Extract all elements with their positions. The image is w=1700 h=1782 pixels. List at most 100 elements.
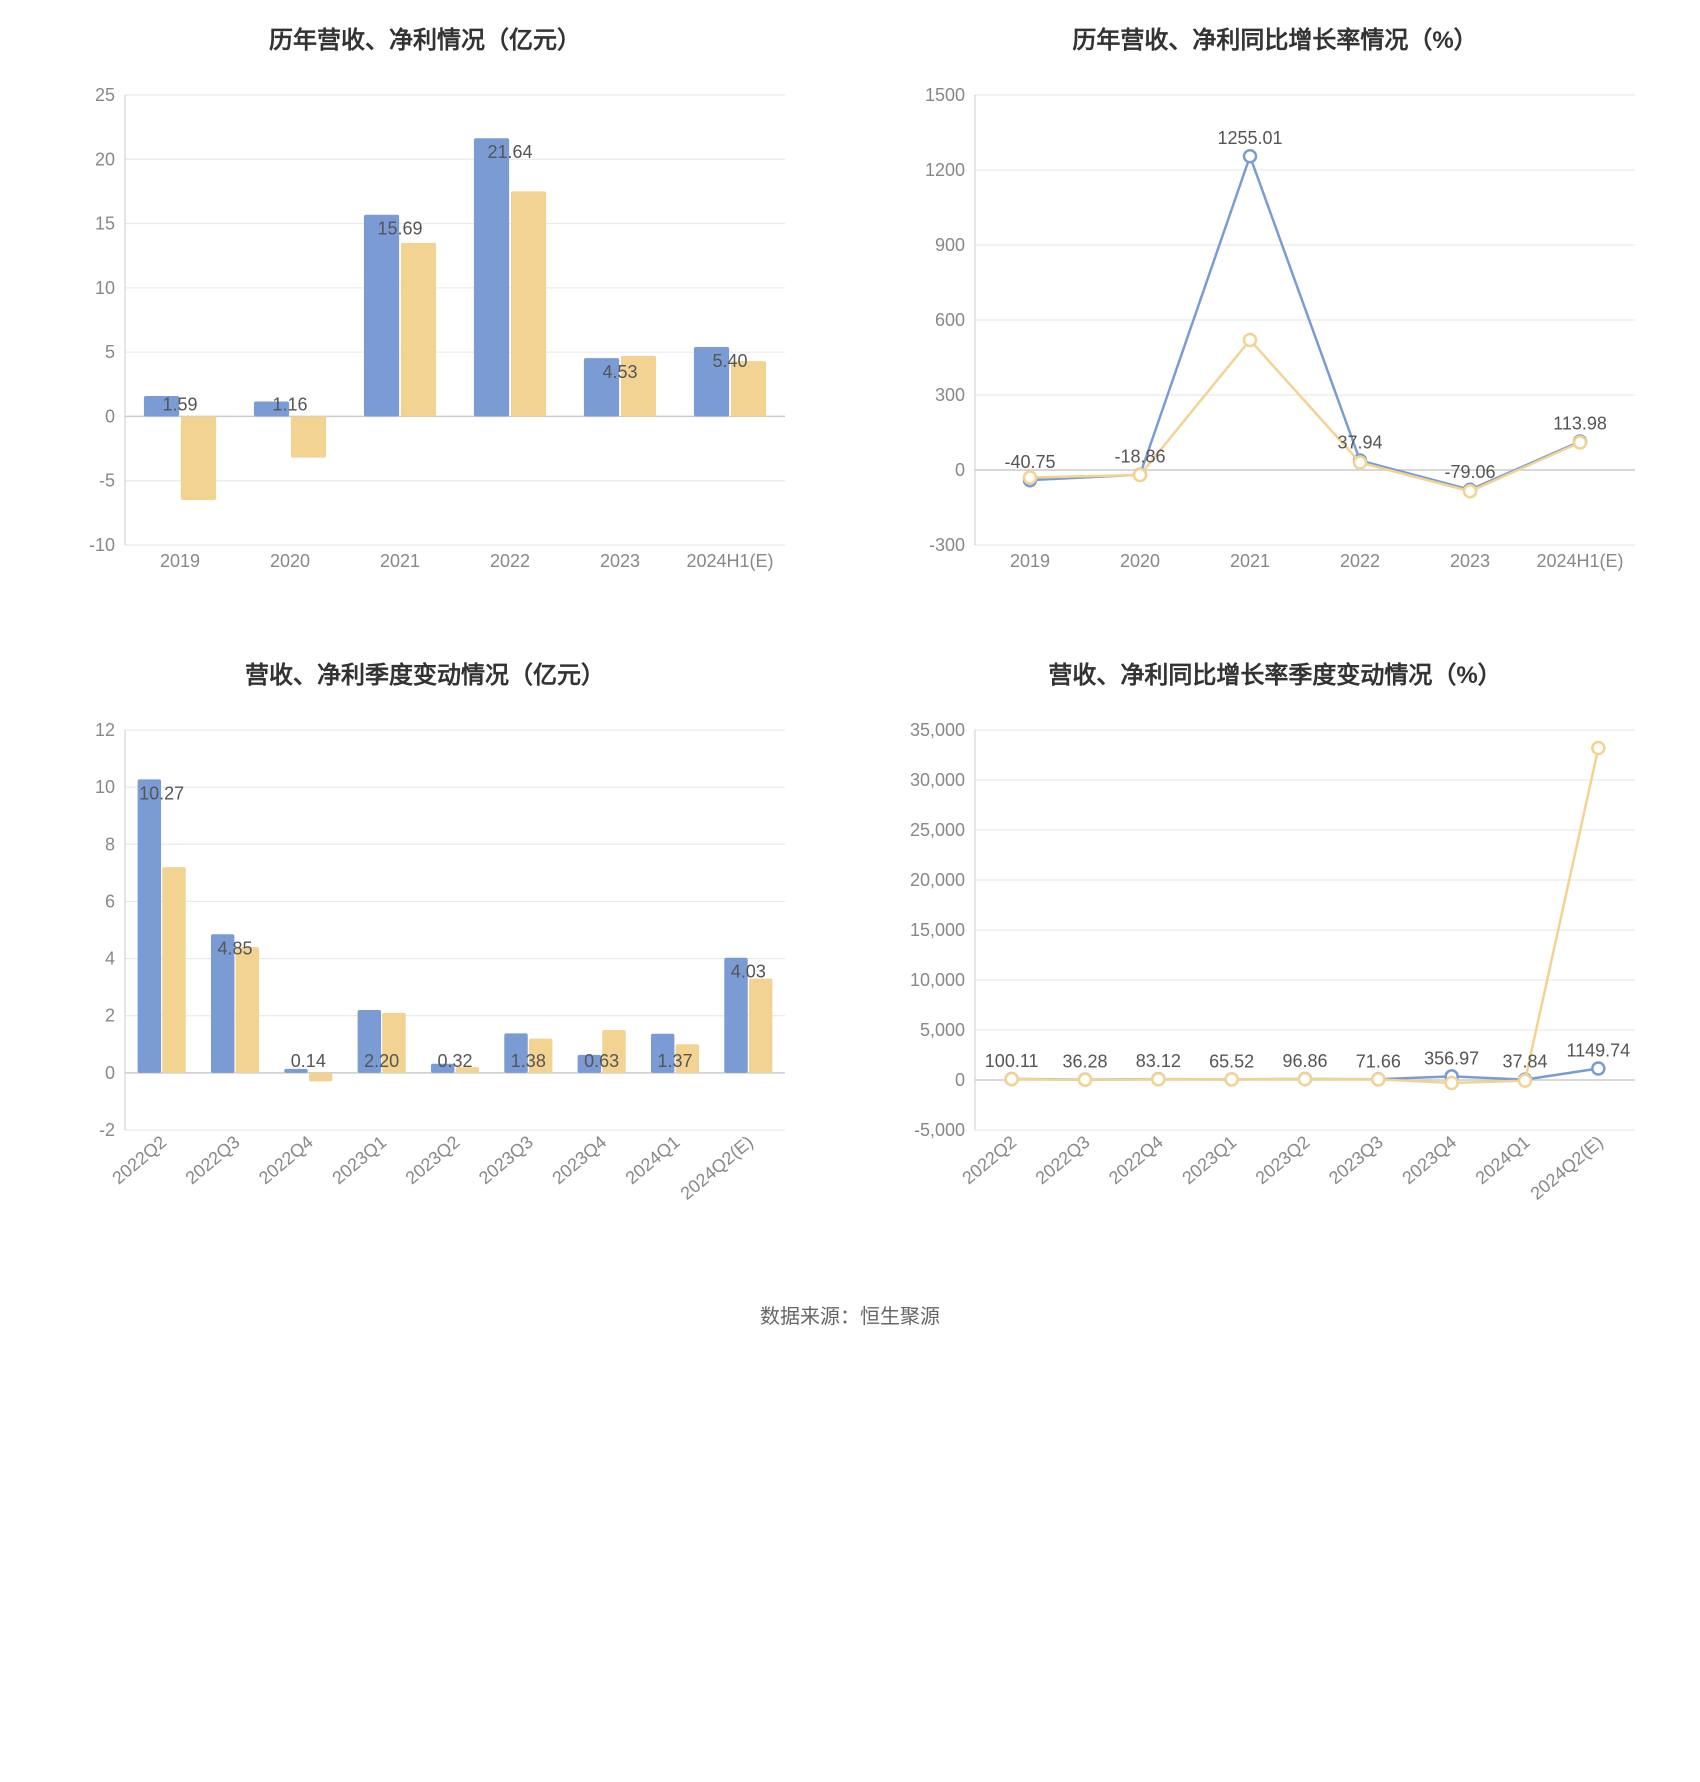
svg-text:100.11: 100.11 <box>985 1051 1039 1071</box>
svg-text:2023Q4: 2023Q4 <box>548 1132 610 1188</box>
svg-text:-5: -5 <box>99 471 115 491</box>
svg-text:2023Q2: 2023Q2 <box>402 1132 464 1188</box>
svg-text:2022Q2: 2022Q2 <box>958 1132 1020 1188</box>
chart-title: 营收、净利同比增长率季度变动情况（%） <box>1048 655 1501 690</box>
svg-text:0.32: 0.32 <box>437 1051 472 1071</box>
svg-text:0: 0 <box>955 460 965 480</box>
chart-grid: 历年营收、净利情况（亿元） -10-5051015202520192020202… <box>20 20 1680 1260</box>
svg-text:71.66: 71.66 <box>1356 1051 1401 1071</box>
svg-text:1500: 1500 <box>925 85 965 105</box>
svg-text:2.20: 2.20 <box>364 1051 399 1071</box>
chart-area: -20246810122022Q22022Q32022Q42023Q12023Q… <box>45 710 805 1230</box>
chart-title: 营收、净利季度变动情况（亿元） <box>245 655 605 690</box>
svg-text:-40.75: -40.75 <box>1004 452 1055 472</box>
svg-text:2022Q3: 2022Q3 <box>1032 1132 1094 1188</box>
svg-text:2022Q4: 2022Q4 <box>1105 1132 1167 1188</box>
svg-text:1.37: 1.37 <box>657 1051 692 1071</box>
chart-title: 历年营收、净利同比增长率情况（%） <box>1072 20 1477 55</box>
svg-text:0.63: 0.63 <box>584 1051 619 1071</box>
chart-panel-tr: 历年营收、净利同比增长率情况（%） -300 0 300 600 900 1200 1500… <box>870 20 1680 625</box>
svg-text:2023Q2: 2023Q2 <box>1252 1132 1314 1188</box>
svg-text:15: 15 <box>95 214 115 234</box>
svg-text:-18.86: -18.86 <box>1114 447 1165 467</box>
chart-panel-br: 营收、净利同比增长率季度变动情况（%） -5,00005,00010,00015… <box>870 655 1680 1260</box>
svg-text:-300: -300 <box>929 535 965 555</box>
svg-text:-10: -10 <box>89 535 115 555</box>
svg-text:2024Q1: 2024Q1 <box>622 1132 684 1188</box>
svg-text:1200: 1200 <box>925 160 965 180</box>
svg-text:4.85: 4.85 <box>217 938 252 958</box>
svg-text:2023: 2023 <box>1450 551 1490 571</box>
svg-text:2024H1(E): 2024H1(E) <box>686 551 773 571</box>
svg-text:37.84: 37.84 <box>1502 1052 1547 1072</box>
svg-text:2021: 2021 <box>1230 551 1270 571</box>
svg-text:8: 8 <box>105 834 115 854</box>
svg-text:30,000: 30,000 <box>910 770 965 790</box>
svg-text:25: 25 <box>95 85 115 105</box>
svg-text:83.12: 83.12 <box>1136 1051 1181 1071</box>
chart-panel-tl: 历年营收、净利情况（亿元） -10 -5 0 5 10 15 20 25 2019 2020 202… <box>20 20 830 625</box>
svg-text:10: 10 <box>95 777 115 797</box>
svg-text:600: 600 <box>935 310 965 330</box>
svg-text:2020: 2020 <box>270 551 310 571</box>
svg-text:-2: -2 <box>99 1120 115 1140</box>
svg-text:0: 0 <box>105 1063 115 1083</box>
svg-text:20: 20 <box>95 149 115 169</box>
svg-text:10: 10 <box>95 278 115 298</box>
svg-text:2023: 2023 <box>600 551 640 571</box>
chart-title: 历年营收、净利情况（亿元） <box>269 20 581 55</box>
svg-text:6: 6 <box>105 891 115 911</box>
svg-text:900: 900 <box>935 235 965 255</box>
svg-text:2023Q1: 2023Q1 <box>328 1132 390 1188</box>
svg-text:2022Q2: 2022Q2 <box>108 1132 170 1188</box>
svg-text:4.53: 4.53 <box>602 362 637 382</box>
svg-text:2023Q4: 2023Q4 <box>1398 1132 1460 1188</box>
svg-text:4.03: 4.03 <box>731 962 766 982</box>
svg-text:4: 4 <box>105 949 115 969</box>
svg-text:5,000: 5,000 <box>920 1020 965 1040</box>
svg-text:0: 0 <box>955 1070 965 1090</box>
svg-text:113.98: 113.98 <box>1553 414 1607 434</box>
svg-text:35,000: 35,000 <box>910 720 965 740</box>
svg-text:2020: 2020 <box>1120 551 1160 571</box>
svg-text:2019: 2019 <box>1010 551 1050 571</box>
chart-area: -300 0 300 600 900 1200 1500 2019 2020 2021 2022 20… <box>895 75 1655 595</box>
svg-text:15,000: 15,000 <box>910 920 965 940</box>
svg-text:2024H1(E): 2024H1(E) <box>1536 551 1623 571</box>
svg-text:15.69: 15.69 <box>377 219 422 239</box>
svg-text:2024Q2(E): 2024Q2(E) <box>677 1132 757 1204</box>
chart-panel-bl: 营收、净利季度变动情况（亿元） -20246810122022Q22022Q32… <box>20 655 830 1260</box>
svg-text:2022Q3: 2022Q3 <box>182 1132 244 1188</box>
svg-text:10.27: 10.27 <box>139 783 184 803</box>
svg-text:5: 5 <box>105 342 115 362</box>
svg-text:37.94: 37.94 <box>1337 433 1382 453</box>
svg-text:2022: 2022 <box>1340 551 1380 571</box>
svg-text:96.86: 96.86 <box>1282 1051 1327 1071</box>
svg-text:-5,000: -5,000 <box>914 1120 965 1140</box>
svg-text:-79.06: -79.06 <box>1444 462 1495 482</box>
svg-text:2024Q2(E): 2024Q2(E) <box>1527 1132 1607 1204</box>
svg-text:0: 0 <box>105 406 115 426</box>
chart-area: -5,00005,00010,00015,00020,00025,00030,0… <box>895 710 1655 1230</box>
svg-text:21.64: 21.64 <box>487 142 532 162</box>
svg-text:2: 2 <box>105 1006 115 1026</box>
svg-text:2021: 2021 <box>380 551 420 571</box>
svg-text:2022Q4: 2022Q4 <box>255 1132 317 1188</box>
svg-text:2024Q1: 2024Q1 <box>1472 1132 1534 1188</box>
svg-text:356.97: 356.97 <box>1424 1048 1479 1068</box>
svg-text:1.38: 1.38 <box>511 1051 546 1071</box>
svg-text:2023Q3: 2023Q3 <box>475 1132 537 1188</box>
svg-text:5.40: 5.40 <box>712 351 747 371</box>
svg-text:1.16: 1.16 <box>272 394 307 414</box>
svg-text:2023Q1: 2023Q1 <box>1178 1132 1240 1188</box>
svg-text:2023Q3: 2023Q3 <box>1325 1132 1387 1188</box>
svg-text:20,000: 20,000 <box>910 870 965 890</box>
data-source-footer: 数据来源：恒生聚源 <box>20 1300 1680 1329</box>
svg-text:300: 300 <box>935 385 965 405</box>
svg-text:12: 12 <box>95 720 115 740</box>
svg-text:1.59: 1.59 <box>162 394 197 414</box>
chart-area: -10 -5 0 5 10 15 20 25 2019 2020 2021 2022 2023 2024H… <box>45 75 805 595</box>
svg-text:1255.01: 1255.01 <box>1217 128 1282 148</box>
svg-text:2022: 2022 <box>490 551 530 571</box>
svg-text:2019: 2019 <box>160 551 200 571</box>
